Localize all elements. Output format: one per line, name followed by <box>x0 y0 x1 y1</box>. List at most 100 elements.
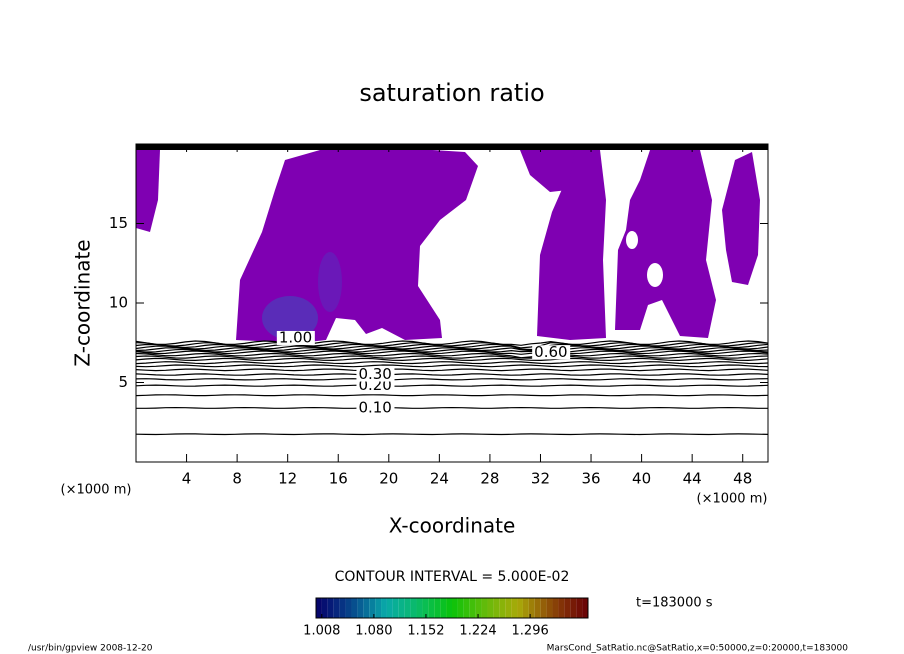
contour-line <box>135 355 769 359</box>
contour-label-bg <box>276 330 315 345</box>
colorbar-cell <box>517 598 523 618</box>
x-unit-label: (×1000 m) <box>697 492 768 507</box>
chart-title: saturation ratio <box>359 79 544 107</box>
colorbar-cell <box>552 598 559 618</box>
contour-label-bg <box>532 345 571 360</box>
colorbar-cell <box>499 598 506 618</box>
contour-label-bg <box>356 378 395 393</box>
colorbar-cell <box>469 598 476 618</box>
colorbar-cell <box>558 598 565 618</box>
x-unit-label: (×1000 m) <box>61 483 132 498</box>
top-noise <box>136 144 768 150</box>
region <box>136 150 160 232</box>
x-tick-label: 24 <box>430 470 449 488</box>
colorbar-cell <box>440 598 447 618</box>
colorbar-cell <box>487 598 494 618</box>
y-tick-label: 10 <box>109 294 128 312</box>
colorbar-cell <box>434 598 441 618</box>
contour-line <box>135 350 769 355</box>
region-hole <box>626 231 638 249</box>
x-tick-label: 28 <box>480 470 499 488</box>
colorbar-cell <box>381 598 387 618</box>
y-axis-label: Z-coordinate <box>71 239 95 366</box>
colorbar-cell <box>386 598 393 618</box>
colorbar-cell <box>316 598 322 618</box>
colorbar-cell <box>457 598 464 618</box>
y-tick-label: 5 <box>118 373 128 391</box>
contour-line <box>135 340 769 346</box>
contour-line <box>135 342 769 349</box>
colorbar-tick-label: 1.296 <box>512 624 549 639</box>
colorbar-cell <box>505 598 512 618</box>
plot-area: 0.100.200.300.601.00 <box>135 143 769 463</box>
colorbar-cell <box>446 598 452 618</box>
contour-line <box>135 357 769 362</box>
contour-label: 0.30 <box>358 365 391 383</box>
colorbar-cell <box>404 598 411 618</box>
x-tick-label: 36 <box>581 470 600 488</box>
contour-line <box>135 364 769 368</box>
colorbar: 1.008 1.080 1.152 1.224 1.296 <box>303 597 589 639</box>
colorbar-tick-label: 1.224 <box>459 624 496 639</box>
region <box>722 152 760 285</box>
colorbar-tick-label: 1.080 <box>355 624 392 639</box>
contour-label: 1.00 <box>279 328 312 346</box>
colorbar-cell <box>410 598 417 618</box>
colorbar-cell <box>339 598 346 618</box>
colorbar-cell <box>363 598 370 618</box>
colorbar-cell <box>540 598 547 618</box>
colorbar-cell <box>351 598 358 618</box>
x-tick-label: 20 <box>379 470 398 488</box>
colorbar-cell <box>422 598 429 618</box>
colorbar-cell <box>428 598 435 618</box>
contour-line <box>136 406 768 409</box>
time-label: t=183000 s <box>636 596 713 611</box>
x-tick-label: 40 <box>632 470 651 488</box>
colorbar-cell <box>369 598 376 618</box>
contour-label-bg <box>356 400 395 415</box>
contour-line <box>135 352 769 359</box>
x-tick-label: 32 <box>531 470 550 488</box>
x-axis-label: X-coordinate <box>389 514 516 538</box>
colorbar-cell <box>534 598 541 618</box>
colorbar-cell <box>452 598 458 618</box>
colorbar-cell <box>398 598 405 618</box>
colorbar-cell <box>564 598 571 618</box>
colorbar-tick-label: 1.152 <box>407 624 444 639</box>
region-core <box>262 296 318 340</box>
colorbar-cell <box>481 598 488 618</box>
contour-line <box>135 373 769 376</box>
colorbar-cell <box>327 598 334 618</box>
colorbar-cell <box>570 598 577 618</box>
x-tick-label: 12 <box>278 470 297 488</box>
region <box>615 150 716 338</box>
contour-line <box>135 368 769 372</box>
colorbar-cell <box>333 598 340 618</box>
contour-line <box>135 361 769 365</box>
x-tick-label: 4 <box>182 470 192 488</box>
region-hole <box>647 263 663 287</box>
contour-line <box>135 384 769 387</box>
contour-line <box>135 394 769 397</box>
colorbar-cell <box>392 598 399 618</box>
x-tick-label: 44 <box>683 470 702 488</box>
colorbar-cell <box>576 598 583 618</box>
contour-line <box>135 348 769 353</box>
colorbar-cell <box>463 598 470 618</box>
colorbar-tick-label: 1.008 <box>303 624 340 639</box>
region <box>236 148 478 343</box>
contour-interval: CONTOUR INTERVAL = 5.000E-02 <box>335 569 570 585</box>
x-tick-label: 48 <box>733 470 752 488</box>
colorbar-cell <box>528 598 535 618</box>
colorbar-cell <box>475 598 482 618</box>
x-tick-label: 8 <box>232 470 242 488</box>
supersaturated-regions <box>136 144 768 343</box>
colorbar-cell <box>321 598 328 618</box>
footer-left: /usr/bin/gpview 2008-12-20 <box>28 644 153 654</box>
colorbar-cell <box>416 598 423 618</box>
colorbar-cell <box>582 598 588 618</box>
contour-label: 0.10 <box>358 398 391 416</box>
contour-line <box>135 378 769 381</box>
region-core <box>318 252 342 312</box>
